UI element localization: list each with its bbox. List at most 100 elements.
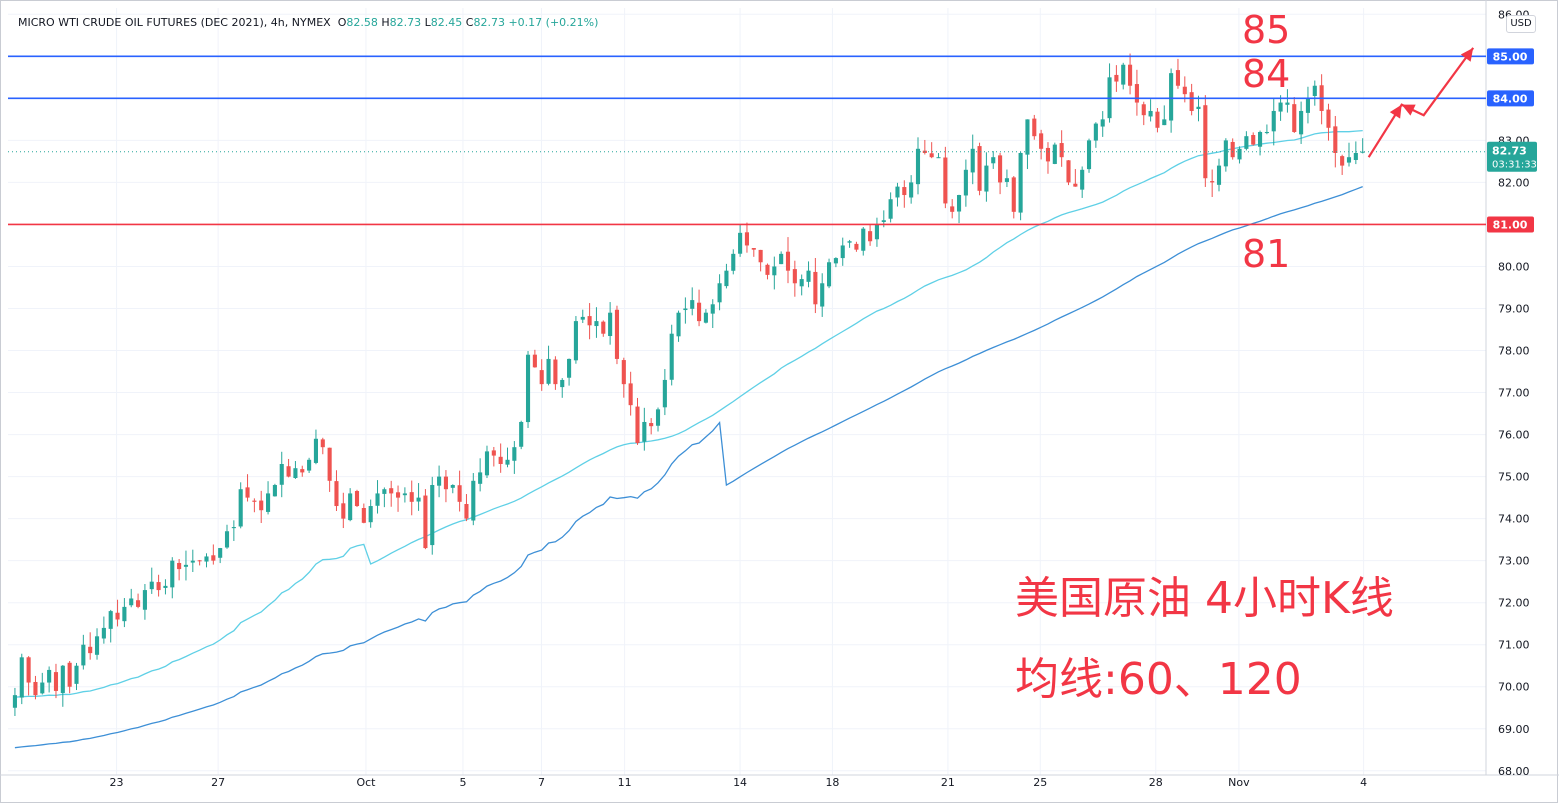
candle-body[interactable] [101, 627, 106, 639]
candle-body[interactable] [553, 359, 558, 385]
candle-body[interactable] [785, 251, 791, 271]
candle-body[interactable] [539, 370, 544, 385]
candle-body[interactable] [567, 358, 572, 378]
candle-body[interactable] [573, 321, 578, 361]
candle-body[interactable] [601, 321, 606, 334]
candle-body[interactable] [1216, 165, 1222, 185]
candle-body[interactable] [731, 253, 736, 271]
candle-body[interactable] [40, 682, 45, 694]
candle-body[interactable] [1018, 152, 1023, 213]
candle-body[interactable] [792, 269, 797, 284]
candle-body[interactable] [231, 527, 236, 529]
candle-body[interactable] [936, 157, 941, 159]
candle-body[interactable] [683, 308, 688, 311]
candle-body[interactable] [204, 556, 209, 562]
candle-body[interactable] [594, 321, 599, 327]
candle-body[interactable] [1155, 111, 1160, 128]
candle-body[interactable] [532, 354, 537, 368]
candle-body[interactable] [224, 531, 230, 548]
candle-body[interactable] [1237, 148, 1242, 160]
candle-body[interactable] [950, 206, 955, 212]
candle-body[interactable] [649, 423, 654, 427]
candle-body[interactable] [806, 270, 811, 282]
candle-body[interactable] [984, 165, 989, 192]
candle-body[interactable] [655, 409, 661, 426]
currency-button[interactable]: USD [1506, 15, 1536, 33]
candle-body[interactable] [395, 492, 401, 498]
candle-body[interactable] [614, 309, 620, 359]
candle-body[interactable] [293, 468, 298, 478]
candle-body[interactable] [525, 354, 531, 423]
candle-body[interactable] [361, 508, 366, 523]
candle-body[interactable] [1244, 136, 1249, 149]
candle-body[interactable] [717, 283, 722, 303]
candle-body[interactable] [1326, 109, 1331, 128]
candle-body[interactable] [382, 489, 387, 494]
candle-body[interactable] [348, 493, 353, 521]
candle-body[interactable] [94, 636, 100, 655]
candle-body[interactable] [183, 564, 189, 567]
candle-body[interactable] [512, 447, 517, 461]
candle-body[interactable] [703, 312, 708, 323]
candle-body[interactable] [1210, 181, 1215, 183]
candle-body[interactable] [122, 606, 127, 622]
candle-body[interactable] [697, 302, 702, 322]
candle-body[interactable] [327, 447, 332, 481]
candle-body[interactable] [1032, 118, 1037, 137]
candle-body[interactable] [177, 562, 182, 570]
candle-body[interactable] [416, 497, 421, 502]
candle-body[interactable] [443, 476, 448, 490]
candle-body[interactable] [895, 186, 900, 198]
candle-body[interactable] [751, 248, 756, 250]
candle-body[interactable] [136, 600, 141, 607]
candle-body[interactable] [1299, 110, 1304, 135]
candle-body[interactable] [368, 506, 373, 523]
candle-body[interactable] [60, 665, 65, 693]
candle-body[interactable] [129, 598, 134, 606]
candle-body[interactable] [1086, 140, 1092, 170]
candle-body[interactable] [1353, 152, 1358, 160]
candle-body[interactable] [744, 232, 750, 246]
candle-body[interactable] [956, 195, 962, 212]
candle-body[interactable] [197, 560, 202, 562]
candle-body[interactable] [621, 360, 626, 385]
candle-body[interactable] [88, 646, 93, 654]
candle-body[interactable] [868, 231, 873, 242]
candle-body[interactable] [423, 495, 428, 549]
candle-body[interactable] [820, 283, 825, 307]
candle-body[interactable] [1360, 151, 1365, 153]
candle-body[interactable] [847, 241, 852, 243]
candle-body[interactable] [245, 487, 250, 498]
candle-body[interactable] [909, 182, 914, 198]
candle-body[interactable] [1025, 119, 1030, 155]
candle-body[interactable] [1223, 140, 1228, 167]
candle-body[interactable] [12, 695, 17, 708]
candle-body[interactable] [1045, 147, 1051, 162]
candle-body[interactable] [587, 316, 592, 326]
candle-body[interactable] [389, 488, 394, 494]
candle-body[interactable] [53, 672, 59, 691]
candle-body[interactable] [457, 485, 462, 502]
candle-body[interactable] [826, 262, 832, 287]
candle-body[interactable] [710, 304, 715, 314]
candle-body[interactable] [1251, 135, 1256, 145]
candle-body[interactable] [874, 224, 879, 240]
candle-body[interactable] [608, 312, 613, 337]
candle-body[interactable] [1080, 169, 1085, 190]
candle-body[interactable] [81, 644, 86, 666]
candle-body[interactable] [1059, 143, 1064, 158]
candle-body[interactable] [929, 153, 934, 158]
candle-body[interactable] [450, 485, 455, 488]
candle-body[interactable] [758, 249, 763, 263]
candle-body[interactable] [1100, 119, 1105, 127]
candle-body[interactable] [738, 232, 743, 254]
candle-body[interactable] [334, 481, 339, 507]
candle-body[interactable] [991, 157, 996, 164]
candle-body[interactable] [840, 245, 845, 259]
candle-body[interactable] [1162, 119, 1167, 126]
candle-body[interactable] [779, 253, 784, 265]
candle-body[interactable] [1312, 85, 1317, 97]
candle-body[interactable] [286, 466, 291, 477]
candle-body[interactable] [943, 157, 948, 204]
candle-body[interactable] [970, 148, 975, 173]
